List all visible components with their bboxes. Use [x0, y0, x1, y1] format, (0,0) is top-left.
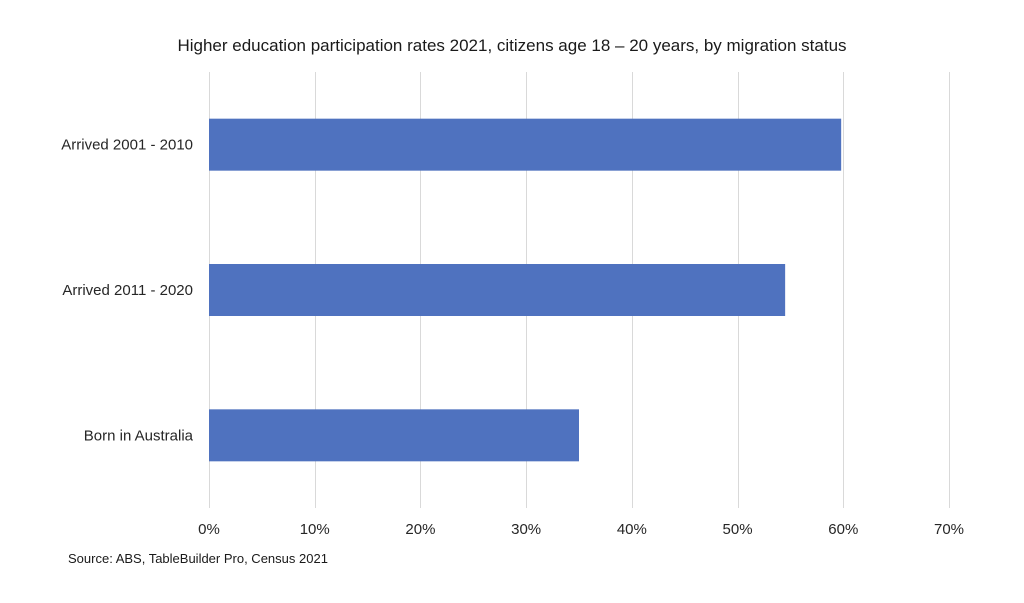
bar-1: Arrived 2011 - 2020: 54.5% — [209, 264, 786, 316]
x-tick-label-6: 60% — [828, 521, 858, 538]
x-tick-label-7: 70% — [934, 521, 964, 538]
x-tick-label-5: 50% — [723, 521, 753, 538]
category-label-0: Arrived 2001 - 2010 — [61, 137, 193, 154]
chart-title: Higher education participation rates 202… — [177, 36, 847, 55]
category-label-2: Born in Australia — [84, 427, 194, 444]
category-label-1: Arrived 2011 - 2020 — [62, 282, 193, 299]
bar-2: Born in Australia: 35% — [209, 409, 579, 462]
source-note: Source: ABS, TableBuilder Pro, Census 20… — [68, 551, 328, 566]
x-tick-label-2: 20% — [405, 521, 435, 538]
bar-0: Arrived 2001 - 2010: 59.8% — [209, 118, 842, 171]
x-tick-label-3: 30% — [511, 521, 541, 538]
x-tick-label-1: 10% — [300, 521, 330, 538]
x-tick-label-0: 0% — [198, 521, 220, 538]
x-tick-label-4: 40% — [617, 521, 647, 538]
